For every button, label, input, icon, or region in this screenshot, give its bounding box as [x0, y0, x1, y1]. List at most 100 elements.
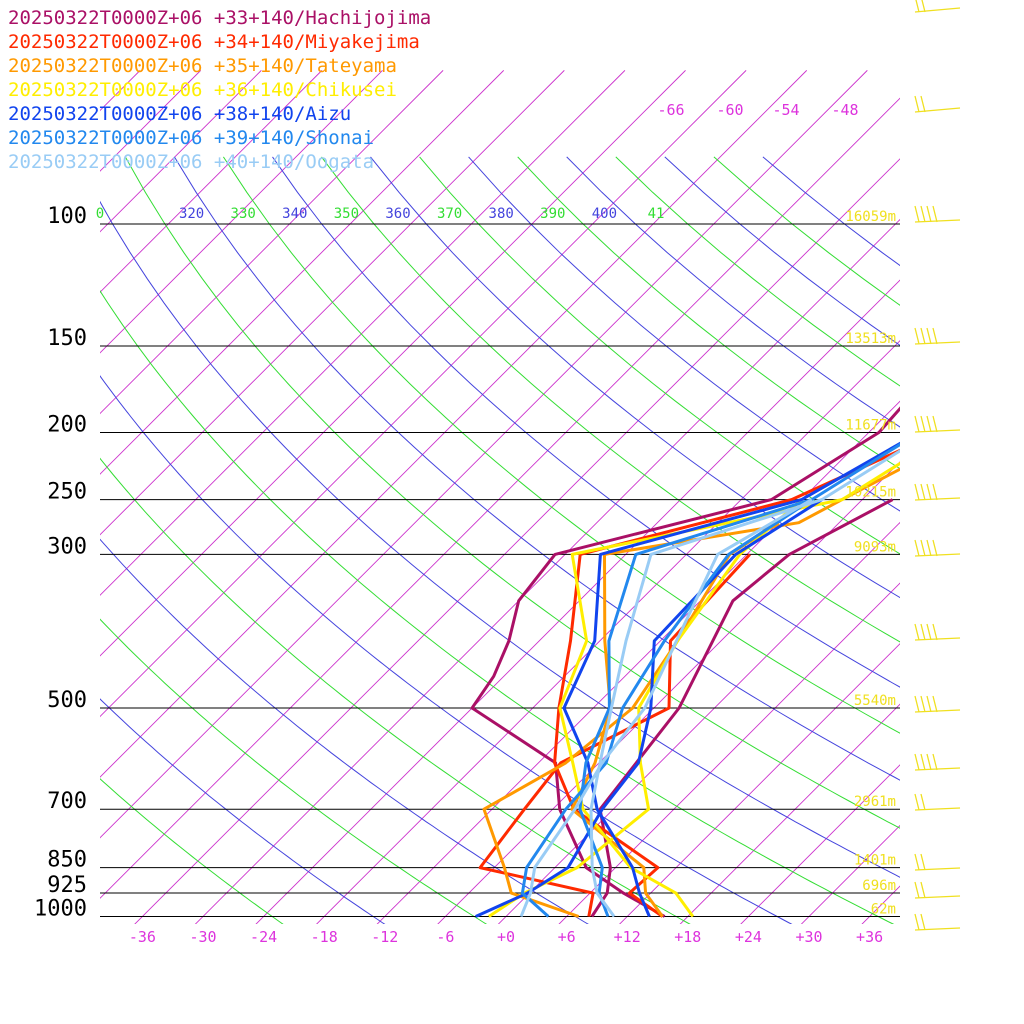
temperature-tick-label: -24 [250, 928, 277, 946]
temperature-profile-line [470, 406, 900, 918]
isotherm-line [100, 70, 747, 718]
isotherm-line [679, 703, 900, 924]
theta-label: 360 [385, 206, 410, 222]
pressure-tick-label: 100 [47, 204, 87, 229]
wind-barb [914, 753, 961, 771]
temperature-tick-label: +36 [856, 928, 883, 946]
dewpoint-profile-line [482, 521, 780, 918]
sounding-profiles [470, 406, 900, 918]
isotherm-line [740, 764, 900, 924]
isotherm-line [558, 582, 900, 924]
isotherm-line [437, 461, 900, 924]
wind-barb [914, 881, 961, 899]
isotherm-line [800, 824, 900, 924]
dry-adiabat-line [419, 156, 900, 555]
theta-label: 41 [648, 206, 665, 222]
temperature-tick-label: +30 [795, 928, 822, 946]
isotherm-line [619, 643, 900, 924]
dry-adiabat-line [124, 156, 900, 829]
isotherm-line [100, 70, 323, 293]
chart-legend: 20250322T0000Z+06 +33+140/Hachijojima202… [8, 7, 431, 173]
wind-barb [914, 95, 961, 113]
wind-barbs [914, 0, 961, 931]
isotherm-line [100, 70, 262, 233]
temperature-tick-label: -36 [129, 928, 156, 946]
isotherm-line [100, 70, 565, 536]
legend-entry: 20250322T0000Z+06 +35+140/Tateyama [8, 55, 397, 77]
wind-barb [914, 483, 961, 501]
dry-adiabat-line [468, 156, 900, 512]
height-label: 11677m [845, 417, 896, 433]
pressure-tick-label: 250 [47, 480, 87, 505]
dry-adiabat-line [100, 698, 386, 924]
dry-adiabat-line [100, 290, 895, 924]
wind-barb [914, 539, 961, 557]
height-label: 62m [871, 902, 896, 918]
isotherm-line [100, 70, 444, 415]
theta-label: 400 [592, 206, 617, 222]
isotherm-line [100, 70, 383, 354]
temperature-profile-line [578, 442, 900, 918]
dry-adiabat-line [100, 200, 900, 878]
height-label: 1401m [854, 853, 896, 869]
pressure-tick-label: 925 [47, 873, 87, 898]
dry-adiabat-line [222, 156, 900, 734]
isotherm-line [916, 70, 1024, 931]
dry-adiabat-line [100, 538, 589, 924]
isotherm-line [100, 70, 868, 839]
height-label: 13513m [845, 331, 896, 347]
legend-entry: 20250322T0000Z+06 +39+140/Shonai [8, 127, 374, 149]
legend-entry: 20250322T0000Z+06 +34+140/Miyakejima [8, 31, 420, 53]
legend-entry: 20250322T0000Z+06 +40+140/Oogata [8, 151, 374, 173]
wind-barb [914, 853, 961, 871]
upper-isotherm-label: -54 [772, 101, 799, 119]
dry-adiabat-line [173, 156, 900, 781]
legend-entry: 20250322T0000Z+06 +38+140/Aizu [8, 103, 351, 125]
wind-barb [914, 793, 961, 811]
height-label: 16059m [845, 209, 896, 225]
dry-adiabat-line [100, 375, 793, 924]
isotherm-line [376, 400, 900, 924]
isotherm-line [100, 97, 900, 899]
dry-adiabat-line [100, 457, 691, 924]
theta-label: 330 [231, 206, 256, 222]
theta-label: 350 [334, 206, 359, 222]
pressure-tick-label: 500 [47, 688, 87, 713]
wind-barb [914, 623, 961, 641]
isotherm-line [497, 521, 900, 924]
temperature-tick-label: +12 [614, 928, 641, 946]
temperature-tick-label: -12 [371, 928, 398, 946]
wind-barb [914, 695, 961, 713]
upper-isotherm-label: -60 [716, 101, 743, 119]
pressure-tick-label: 1000 [34, 897, 87, 922]
isotherm-line [316, 340, 900, 924]
temperature-profile-line [553, 448, 900, 918]
isotherm-line [194, 218, 900, 924]
isotherm-line [100, 70, 505, 475]
temperature-tick-label: +18 [674, 928, 701, 946]
pressure-tick-label: 700 [47, 789, 87, 814]
upper-isotherm-label: -66 [657, 101, 684, 119]
temperature-tick-label: -18 [311, 928, 338, 946]
isotherm-line [100, 70, 202, 172]
temperature-tick-label: -30 [189, 928, 216, 946]
wind-barb [914, 327, 961, 345]
dry-adiabat-line [100, 618, 488, 924]
pressure-tick-label: 200 [47, 412, 87, 437]
temperature-profile-line [558, 461, 900, 918]
theta-label: 320 [179, 206, 204, 222]
legend-entry: 20250322T0000Z+06 +36+140/Chikusei [8, 79, 397, 101]
pressure-tick-label: 850 [47, 848, 87, 873]
isotherm-line [100, 70, 626, 596]
dewpoint-profile-line [519, 498, 813, 918]
temperature-tick-label: +0 [497, 928, 515, 946]
upper-isotherm-label: -48 [831, 101, 858, 119]
height-label: 10215m [845, 485, 896, 501]
isotherm-line [255, 279, 900, 924]
height-label: 5540m [854, 693, 896, 709]
dry-adiabat-line [370, 156, 900, 599]
wind-barb [914, 0, 961, 13]
theta-label: 0 [96, 206, 104, 222]
